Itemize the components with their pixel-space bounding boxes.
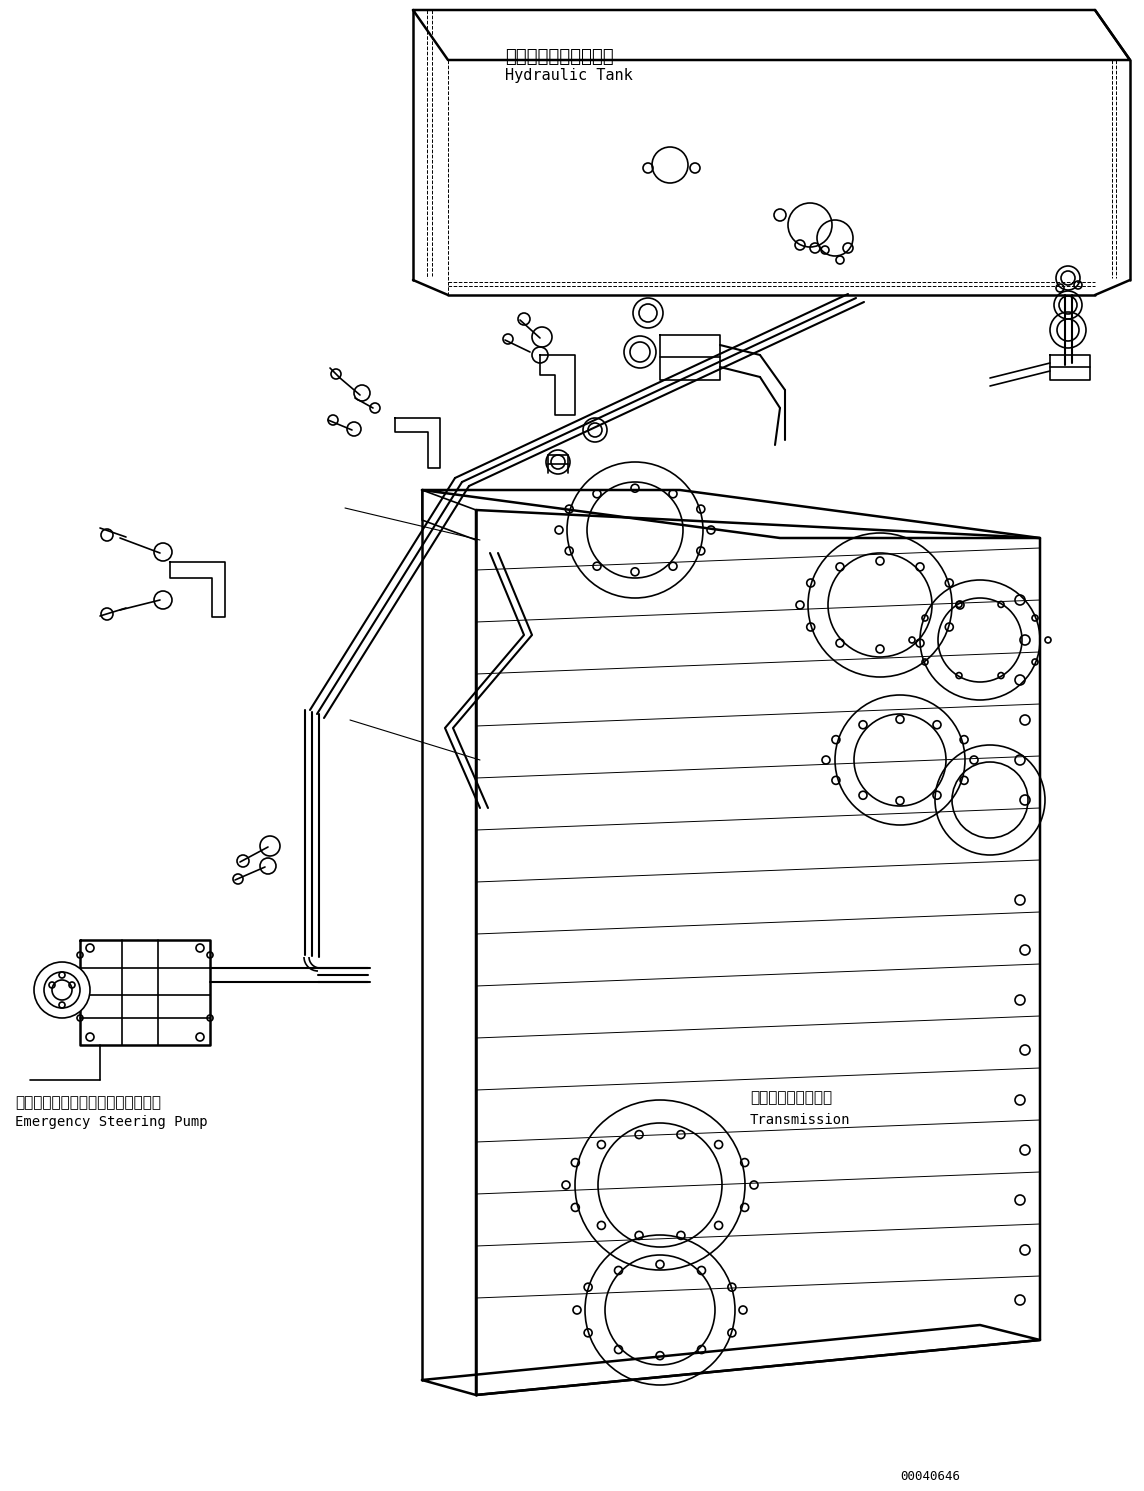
Polygon shape [476, 510, 1040, 1396]
Polygon shape [395, 417, 440, 468]
Polygon shape [422, 1325, 1040, 1396]
Polygon shape [1050, 355, 1090, 380]
Text: トランスミッション: トランスミッション [750, 1090, 832, 1105]
Text: 00040646: 00040646 [900, 1470, 960, 1484]
Polygon shape [413, 10, 1130, 60]
Polygon shape [422, 491, 476, 540]
Polygon shape [170, 562, 225, 617]
Text: Transmission: Transmission [750, 1112, 850, 1127]
Polygon shape [80, 939, 210, 1045]
Text: Hydraulic Tank: Hydraulic Tank [505, 69, 633, 83]
Polygon shape [422, 491, 1040, 538]
Text: エマージェンシステアリングポンプ: エマージェンシステアリングポンプ [15, 1094, 161, 1109]
Text: ハイドロリックタンク: ハイドロリックタンク [505, 48, 613, 66]
Circle shape [34, 962, 90, 1018]
Polygon shape [540, 355, 575, 414]
Text: Emergency Steering Pump: Emergency Steering Pump [15, 1115, 207, 1129]
Polygon shape [660, 335, 720, 380]
